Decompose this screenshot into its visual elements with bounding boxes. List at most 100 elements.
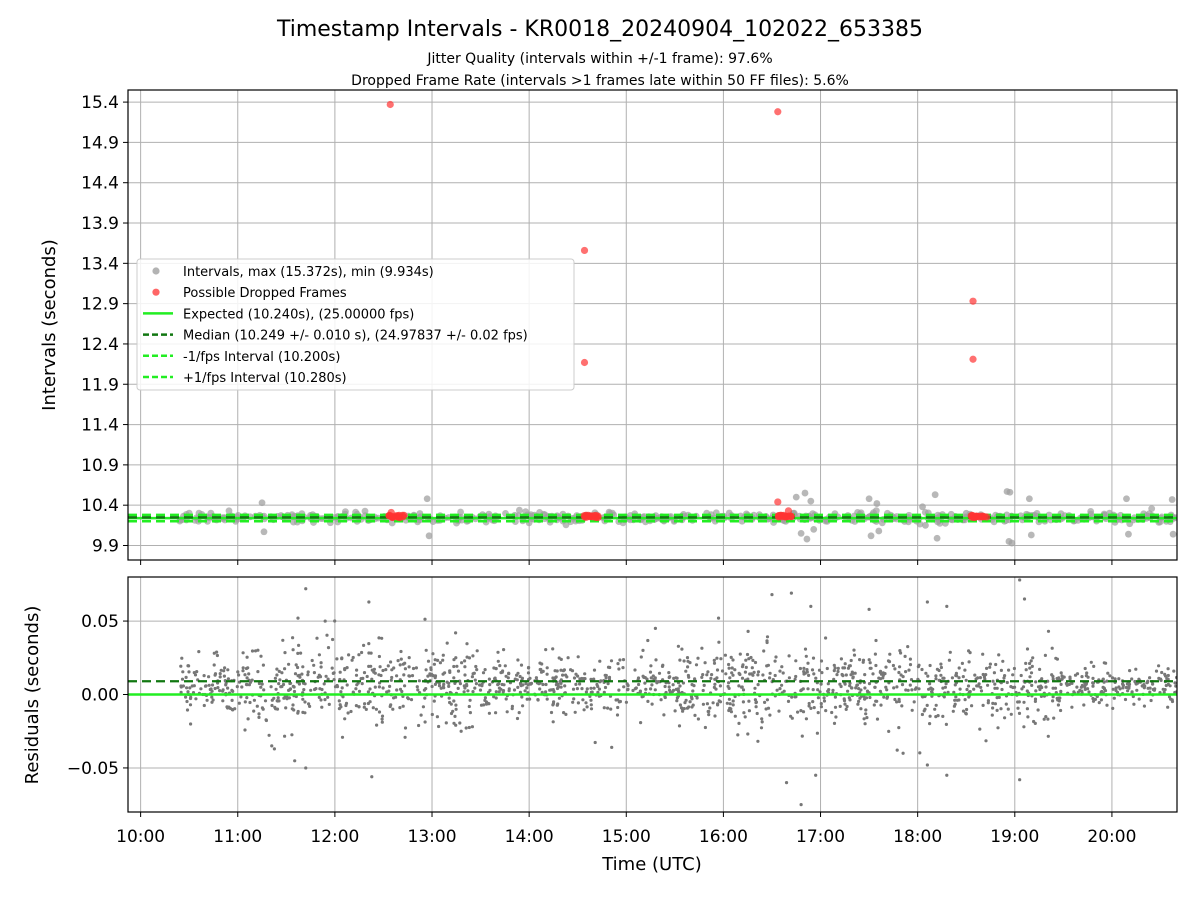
residual-point [906,645,910,649]
residual-point [812,672,816,676]
residual-point [344,701,349,706]
interval-point [1045,511,1053,519]
residual-point [372,667,376,671]
residual-point [1167,695,1172,699]
residual-point [528,697,532,701]
residual-point [470,725,474,729]
residual-point [184,695,188,699]
residual-point [273,676,277,680]
residual-point [986,699,991,703]
residual-point [1018,578,1022,582]
residual-point [933,707,937,711]
residual-point [826,689,830,693]
x-tick-label: 12:00 [310,827,359,847]
residual-point [701,688,705,693]
residual-point [1151,687,1155,692]
residual-point [288,681,292,686]
residual-point [274,707,278,711]
residual-point [481,671,486,675]
residual-point [662,713,666,717]
residual-point [667,685,671,689]
residual-point [845,704,849,709]
dropped-frame-point [580,246,589,255]
residual-point [433,674,438,678]
residual-point [402,673,406,677]
residual-point [770,593,774,597]
residual-point [855,683,860,687]
residual-point [1016,706,1020,710]
residual-point [675,699,679,703]
residual-point [824,709,828,713]
residual-point [331,637,335,642]
residual-point [887,729,891,734]
residual-point [218,672,222,676]
residual-point [554,675,558,679]
residual-point [756,670,761,674]
residual-point [606,682,610,686]
residual-point [934,674,938,678]
residual-point [715,656,719,660]
residual-point [1097,701,1101,705]
residual-point [475,649,479,653]
residual-point [292,708,296,712]
residual-point [688,661,692,665]
residual-point [920,667,924,672]
residual-point [733,714,737,718]
residual-point [1108,674,1112,678]
residual-point [1130,690,1134,694]
residual-point [494,711,498,715]
residual-point [377,685,381,689]
residual-point [571,687,576,691]
residual-point [267,733,271,737]
residual-point [381,668,385,673]
residual-point [1085,671,1089,675]
residual-point [978,727,982,731]
residual-point [430,684,434,689]
residual-point [617,688,621,692]
residual-point [355,668,359,672]
residual-point [1038,687,1042,692]
intervals-frame [127,89,1178,561]
residual-point [694,663,699,667]
residual-point [961,675,965,679]
residual-point [680,647,684,651]
residual-point [454,656,458,660]
x-tick-label: 19:00 [990,827,1039,847]
residual-point [1111,706,1115,711]
residual-point [479,703,484,707]
residual-point [186,690,190,694]
residual-point [230,698,234,703]
x-tick-label: 10:00 [116,827,165,847]
residual-point [516,658,520,662]
residual-point [296,709,300,714]
residual-point [981,703,985,708]
residual-point [994,662,998,667]
residual-point [494,690,498,694]
residual-point [912,700,916,704]
residual-point [279,685,283,689]
residual-point [816,711,820,715]
residual-point [1110,676,1115,680]
residual-point [1031,656,1035,660]
residual-point [1024,661,1028,666]
residual-point [525,686,529,690]
residual-point [897,670,901,675]
residual-point [778,669,782,673]
residual-point [250,678,254,682]
residual-point [262,688,266,692]
residual-point [400,689,404,694]
interval-point [875,527,883,535]
residual-point [654,679,658,683]
residual-point [1034,689,1038,693]
residual-point [302,688,306,692]
residual-point [459,729,463,733]
residual-point [1007,668,1011,672]
residual-point [715,668,720,672]
residual-point [972,687,976,691]
residual-point [496,659,500,663]
residual-point [756,739,760,743]
residual-point [765,664,769,668]
residual-point [1034,680,1038,684]
residual-point [368,700,372,704]
residual-point [1012,666,1017,671]
